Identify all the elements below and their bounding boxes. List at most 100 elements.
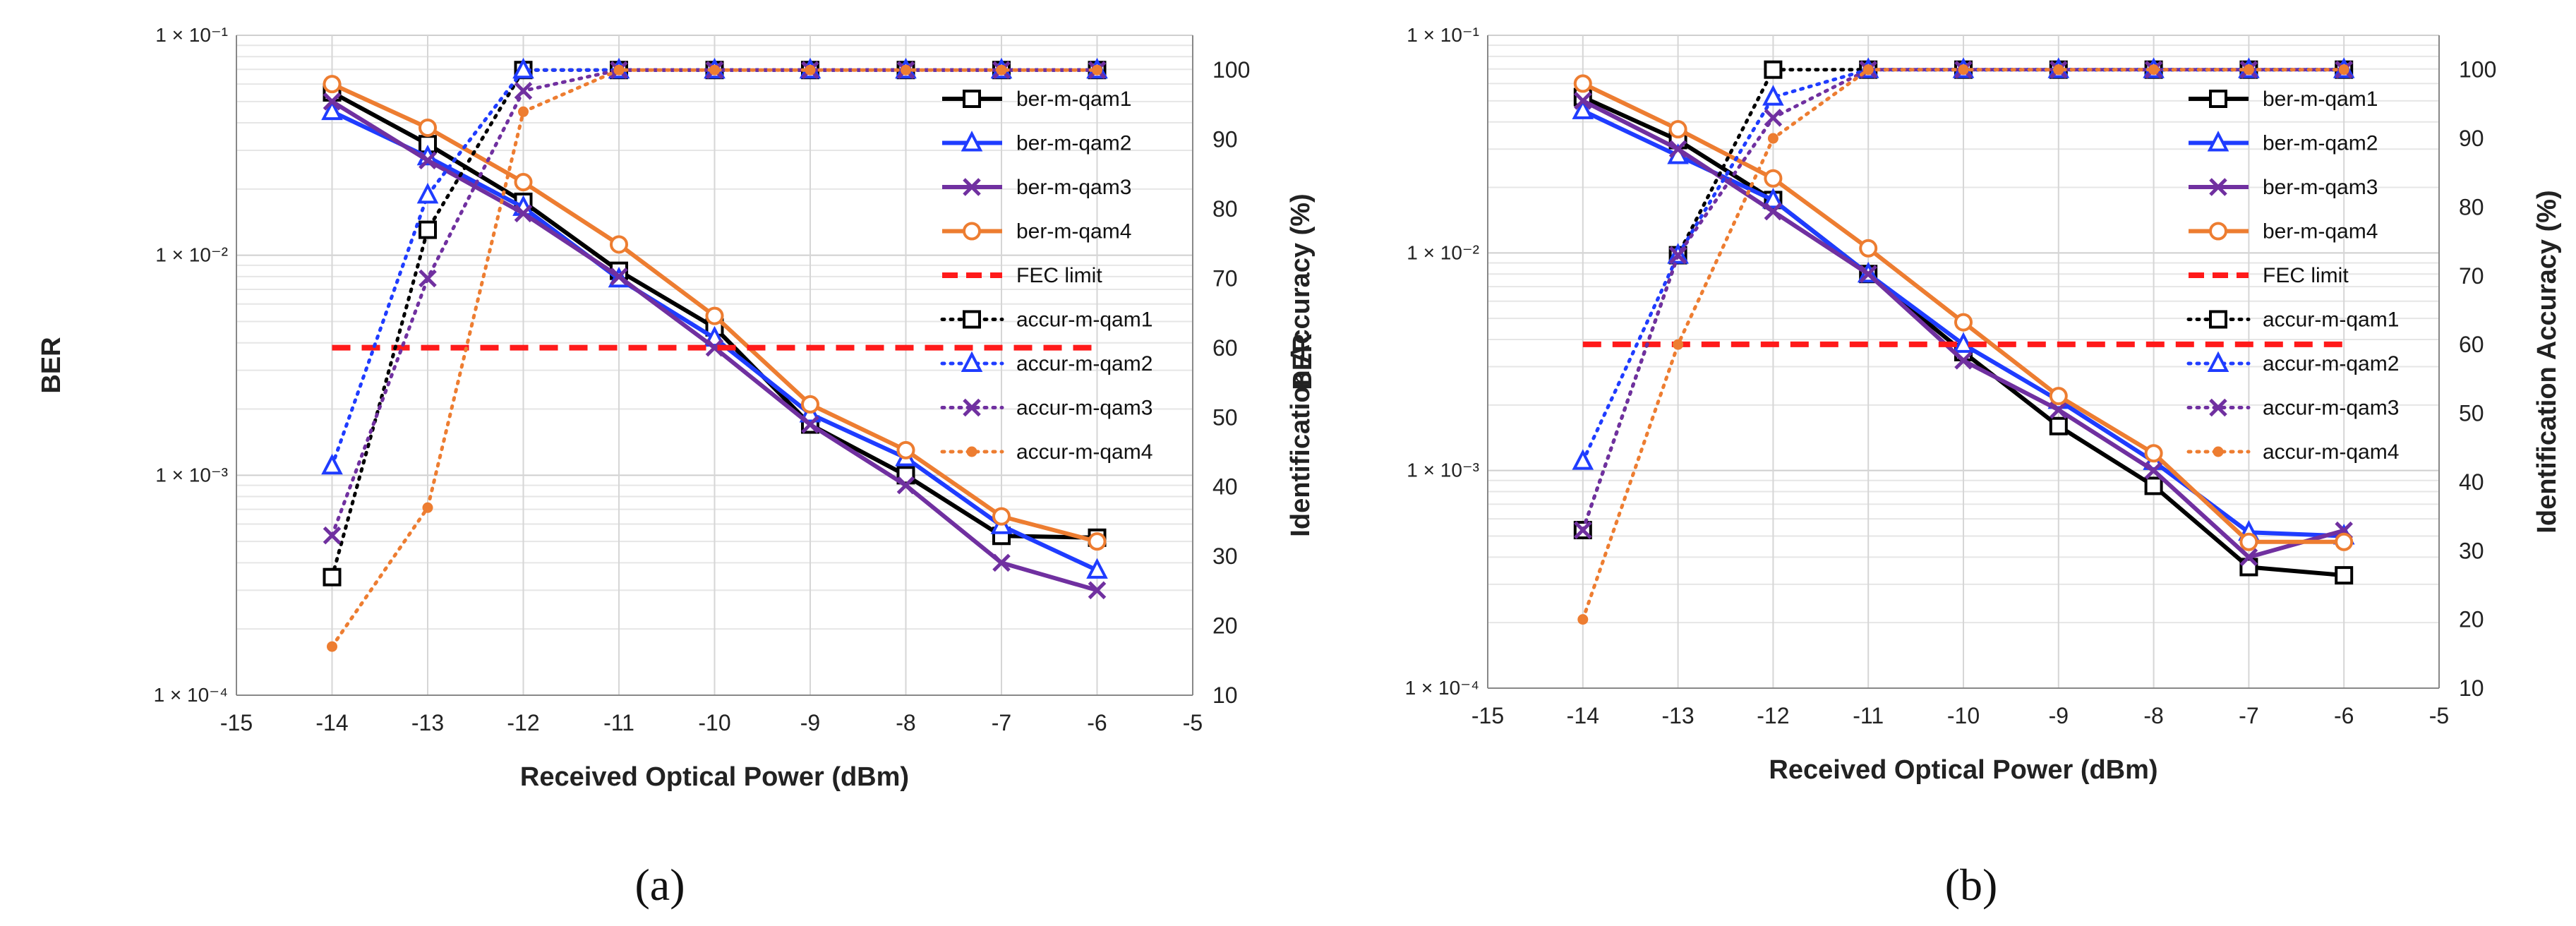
chart-a-y2-tick-label: 100 [1212,57,1250,83]
chart-a-data-point [514,81,533,100]
chart-b-data-point [2144,476,2163,495]
chart-b-y-tick-label: 1 × 10⁻³ [1407,459,1479,481]
chart-a-data-point [1086,558,1108,579]
chart-b-data-point [1764,169,1783,188]
chart-b-data-point [1862,64,1874,76]
chart-b-x-tick-label: -15 [1471,703,1504,728]
chart-b-data-point [1764,60,1783,79]
chart-b-data-point [2049,416,2068,435]
chart-b-y2-tick-label: 70 [2459,263,2484,289]
chart-b-data-point [2049,387,2068,406]
chart-a-data-point [416,183,439,204]
chart-a-y2-tick-label: 50 [1212,404,1238,430]
chart-b-x-tick-label: -10 [1947,703,1980,728]
chart-a-data-point [705,338,724,357]
chart-panel-a: -15 -14 -13 -12 -11 -10 -9 -8 -7 -6 -5 1 × 10⁻¹ 1 × … [37,24,1316,792]
chart-b-y2-tick-label: 100 [2459,57,2496,83]
chart-b-y-tick-label: 1 × 10⁻⁴ [1405,677,1479,699]
chart-a-legend-marker [963,398,981,417]
chart-b-data-point [1668,120,1687,139]
chart-b-data-point [1764,109,1783,127]
chart-b-y2-tick-label: 50 [2459,401,2484,426]
chart-a-legend-marker [963,90,981,108]
chart-b-data-point [2148,64,2160,76]
chart-b-data-point [2144,461,2163,480]
chart-b-data-point [2335,566,2354,585]
chart-b-data-point [2243,64,2254,76]
chart-b-x-axis-title: Received Optical Power (dBm) [1769,755,2157,785]
chart-a-data-point [323,567,342,587]
chart-b-x-tick-label: -14 [1567,703,1599,728]
chart-b-x-tick-label: -13 [1661,703,1694,728]
chart-b-data-point [1767,133,1778,144]
chart-a-series-line [330,68,1099,649]
chart-panel-b: -15 -14 -13 -12 -11 -10 -9 -8 -7 -6 -5 1 × 10⁻¹ 1 × … [1288,24,2562,785]
chart-b-legend-label: accur-m-qam4 [2263,440,2399,464]
chart-b-legend-marker [2207,131,2229,152]
chart-a-y2-tick-label: 60 [1212,335,1238,361]
chart-a-y2-tick-label: 40 [1212,474,1238,500]
chart-b-y2-tick-label: 30 [2459,538,2484,563]
chart-a-data-point [613,64,625,76]
chart-b-legend-label: FEC limit [2263,264,2349,287]
chart-b-legend-marker [2207,351,2229,372]
chart-b-legend-label: accur-m-qam2 [2263,352,2399,375]
chart-a-y2-tick-label: 90 [1212,127,1238,152]
chart-a-data-point [514,173,533,192]
chart-a-data-point [705,306,724,325]
chart-a-data-point [709,64,720,76]
chart-b-legend-label: ber-m-qam4 [2263,220,2378,243]
chart-a-legend-label: accur-m-qam1 [1016,308,1152,332]
chart-b-y2-tick-label: 10 [2459,675,2484,701]
chart-a-data-point [323,526,342,545]
chart-a-x-tick-label: -6 [1087,710,1107,735]
chart-a-y2-tick-label: 10 [1212,683,1238,708]
chart-a-data-point [321,453,343,475]
chart-a-legend-label: accur-m-qam3 [1016,397,1152,420]
chart-a-legend-marker [961,131,983,152]
chart-b-data-point [1859,239,1878,258]
chart-b-data-point [1958,64,1969,76]
chart-b-x-tick-label: -8 [2143,703,2163,728]
chart-a-series-ber-m-qam3 [323,92,1107,600]
chart-a-x-tick-label: -13 [411,710,444,735]
chart-b-series-ber-m-qam4 [1573,74,2354,551]
chart-a-data-point [801,415,819,434]
chart-a-data-point [419,269,437,288]
chart-a-data-point [514,204,533,223]
chart-b-y2-tick-label: 60 [2459,332,2484,357]
chart-b-y-axis-title: BER [1288,333,1318,390]
chart-b-y-tick-label: 1 × 10⁻² [1407,241,1479,263]
chart-b-y2-tick-label: 20 [2459,607,2484,632]
chart-a-legend-marker [966,446,977,457]
chart-a-data-point [518,106,529,117]
chart-a-legend-marker [963,178,981,196]
chart-b-legend-marker [2209,90,2227,108]
chart-a-data-point [1088,532,1107,551]
chart-b-y2-axis-title: Identification Accuracy (%) [2532,190,2562,533]
chart-a-y-tick-label: 1 × 10⁻⁴ [154,684,228,706]
chart-b-legend-marker [2209,310,2227,329]
chart-b-y-tick-label: 1 × 10⁻¹ [1407,24,1479,46]
chart-a-data-point [996,64,1007,76]
chart-a-x-tick-label: -11 [603,710,634,735]
chart-b-data-point [1952,332,1975,353]
chart-a-data-point [327,641,337,652]
chart-b-data-point [1668,140,1687,158]
chart-a-y-tick-label: 1 × 10⁻² [155,244,228,266]
chart-b-legend-marker [2209,178,2227,196]
chart-b-data-point [1668,246,1687,265]
chart-b-x-tick-label: -5 [2429,703,2449,728]
chart-b-data-point [1762,85,1784,106]
chart-a-data-point [321,99,343,121]
chart-a-x-tick-label: -7 [992,710,1011,735]
chart-b-x-tick-label: -11 [1853,703,1884,728]
chart-b-data-point [1762,188,1784,209]
chart-b-series-ber-m-qam3 [1574,92,2353,567]
chart-a-data-point [1088,581,1107,600]
chart-b-data-point [2144,444,2163,463]
chart-a-x-tick-label: -14 [315,710,348,735]
chart-b-data-point [1574,92,1592,110]
chart-a-legend-label: accur-m-qam2 [1016,352,1152,375]
caption-a: (a) [634,860,685,910]
